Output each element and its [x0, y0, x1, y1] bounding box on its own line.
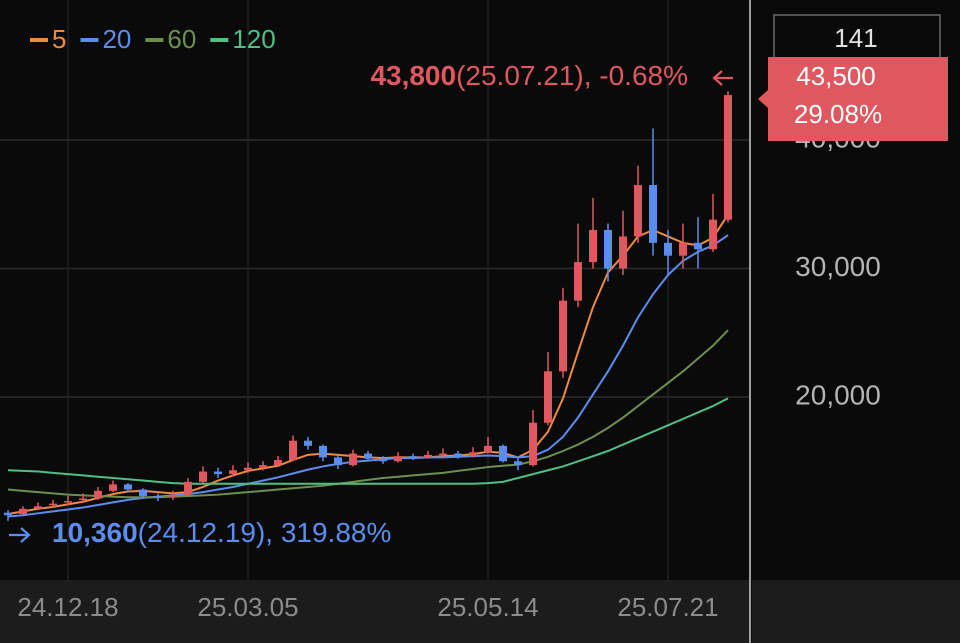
- x-axis-band: [0, 580, 750, 643]
- candle-body: [124, 484, 132, 490]
- candle-body: [439, 453, 447, 456]
- candle-body: [469, 452, 477, 457]
- candle-body: [499, 445, 507, 462]
- max-annotation: 43,800(25.07.21), -0.68%: [370, 60, 688, 91]
- candle-body: [454, 453, 462, 457]
- candle-body: [94, 490, 102, 499]
- candle-body: [289, 440, 297, 460]
- legend-label: 5: [52, 24, 66, 54]
- candle-body: [154, 495, 162, 498]
- max-price: 43,800: [370, 60, 456, 91]
- candle-body: [214, 471, 222, 475]
- candle-body: [514, 461, 522, 466]
- min-arrow: [9, 527, 31, 543]
- candle-body: [379, 458, 387, 462]
- min-detail: (24.12.19), 319.88%: [138, 517, 392, 548]
- candle-body: [49, 503, 57, 506]
- candle-body: [244, 467, 252, 471]
- candle-body: [319, 445, 327, 458]
- grid: [0, 0, 750, 580]
- y-tick-label: 20,000: [795, 379, 881, 410]
- candle-body: [544, 371, 552, 423]
- candle-body: [724, 95, 732, 220]
- candle-body: [694, 242, 702, 250]
- count-label: 141: [834, 23, 877, 53]
- candle-body: [664, 242, 672, 256]
- candle-body: [604, 229, 612, 269]
- x-tick-label: 25.03.05: [197, 592, 298, 622]
- candle-body: [34, 506, 42, 509]
- candle-body: [394, 456, 402, 462]
- candle-body: [634, 185, 642, 237]
- price-tag-change: 29.08%: [794, 99, 882, 129]
- candle-body: [304, 440, 312, 446]
- candle-body: [64, 501, 72, 503]
- legend-swatch: [30, 38, 48, 42]
- legend: 5 20 60 120: [30, 24, 276, 54]
- candle-body: [349, 453, 357, 466]
- candle-body: [364, 453, 372, 459]
- candle-body: [139, 489, 147, 496]
- candle-body: [259, 465, 267, 468]
- y-tick-label: 30,000: [795, 251, 881, 282]
- candle-body: [229, 470, 237, 475]
- candle-body: [529, 422, 537, 466]
- candle-body: [574, 262, 582, 301]
- min-annotation: 10,360(24.12.19), 319.88%: [52, 517, 391, 548]
- candle-body: [709, 219, 717, 250]
- legend-swatch: [210, 38, 229, 42]
- x-axis-band-right: [752, 580, 960, 643]
- legend-label: 120: [232, 24, 275, 54]
- legend-label: 60: [167, 24, 196, 54]
- legend-label: 20: [102, 24, 131, 54]
- candle-body: [484, 445, 492, 453]
- candle-body: [409, 456, 417, 458]
- candle-body: [184, 481, 192, 495]
- ma-line: [7, 397, 729, 485]
- candles: [4, 91, 732, 521]
- candle-body: [679, 242, 687, 256]
- candle-body: [424, 454, 432, 458]
- legend-swatch: [80, 38, 99, 42]
- candle-body: [619, 236, 627, 269]
- candle-body: [169, 494, 177, 498]
- candle-body: [109, 484, 117, 491]
- x-tick-label: 25.07.21: [617, 592, 718, 622]
- min-price: 10,360: [52, 517, 138, 548]
- candle-body: [589, 229, 597, 263]
- candle-body: [19, 508, 27, 514]
- max-arrow: [712, 70, 733, 86]
- candle-body: [4, 512, 12, 516]
- price-tag-price: 43,500: [796, 61, 876, 91]
- candle-body: [79, 498, 87, 501]
- candle-body: [334, 457, 342, 466]
- x-tick-label: 25.05.14: [437, 592, 538, 622]
- candle-body: [649, 185, 657, 243]
- x-tick-label: 24.12.18: [17, 592, 118, 622]
- max-detail: (25.07.21), -0.68%: [456, 60, 688, 91]
- ma-line: [7, 329, 729, 499]
- candle-body: [559, 300, 567, 372]
- candle-body: [199, 471, 207, 482]
- candle-body: [274, 459, 282, 466]
- price-tag: [758, 57, 948, 141]
- legend-swatch: [145, 38, 164, 42]
